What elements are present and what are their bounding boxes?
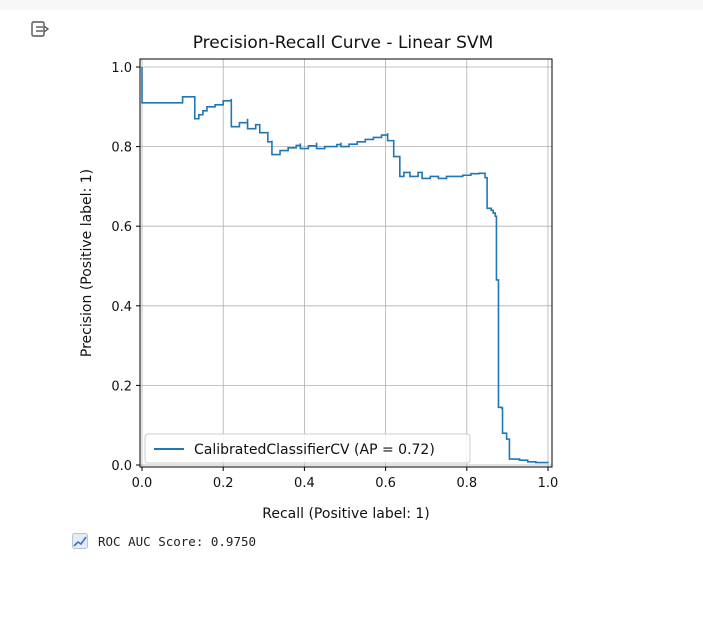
pr-curve-line	[141, 67, 549, 464]
legend: CalibratedClassifierCV (AP = 0.72)	[144, 433, 471, 464]
grid-layer	[140, 59, 552, 467]
output-top-bar	[0, 0, 703, 10]
x-tick-label: 0.0	[132, 476, 153, 491]
y-tick-label: 0.6	[111, 220, 132, 235]
chart-title: Precision-Recall Curve - Linear SVM	[193, 33, 494, 53]
x-tick-label: 0.2	[213, 476, 234, 491]
chart-increasing-icon	[72, 533, 88, 549]
y-tick-label: 0.0	[111, 459, 132, 474]
y-tick-label: 0.4	[111, 300, 132, 315]
roc-auc-score-text: ROC AUC Score: 0.9750	[98, 533, 257, 549]
y-tick-label: 1.0	[111, 61, 132, 76]
legend-box	[144, 433, 471, 464]
y-tick-label: 0.2	[111, 379, 132, 394]
x-tick-label: 0.8	[456, 476, 477, 491]
x-tick-label: 0.6	[375, 476, 396, 491]
axis-ticks: 0.0 0.2 0.4 0.6 0.8 1.0 0.0 0.2 0.4 0.6 0.8 1.0	[111, 61, 558, 491]
output-toggle-icon[interactable]	[30, 20, 50, 40]
roc-auc-line: ROC AUC Score: 0.9750	[72, 533, 256, 549]
legend-label: CalibratedClassifierCV (AP = 0.72)	[194, 442, 435, 458]
pr-curve-chart: Precision-Recall Curve - Linear SVM 0.0 0…	[79, 33, 558, 522]
y-axis-label: Precision (Positive label: 1)	[79, 169, 95, 357]
x-tick-label: 1.0	[538, 476, 559, 491]
x-tick-label: 0.4	[294, 476, 315, 491]
series-layer	[141, 67, 549, 464]
plot-area-frame	[139, 58, 553, 468]
x-axis-label: Recall (Positive label: 1)	[262, 506, 430, 522]
y-tick-label: 0.8	[111, 141, 132, 156]
